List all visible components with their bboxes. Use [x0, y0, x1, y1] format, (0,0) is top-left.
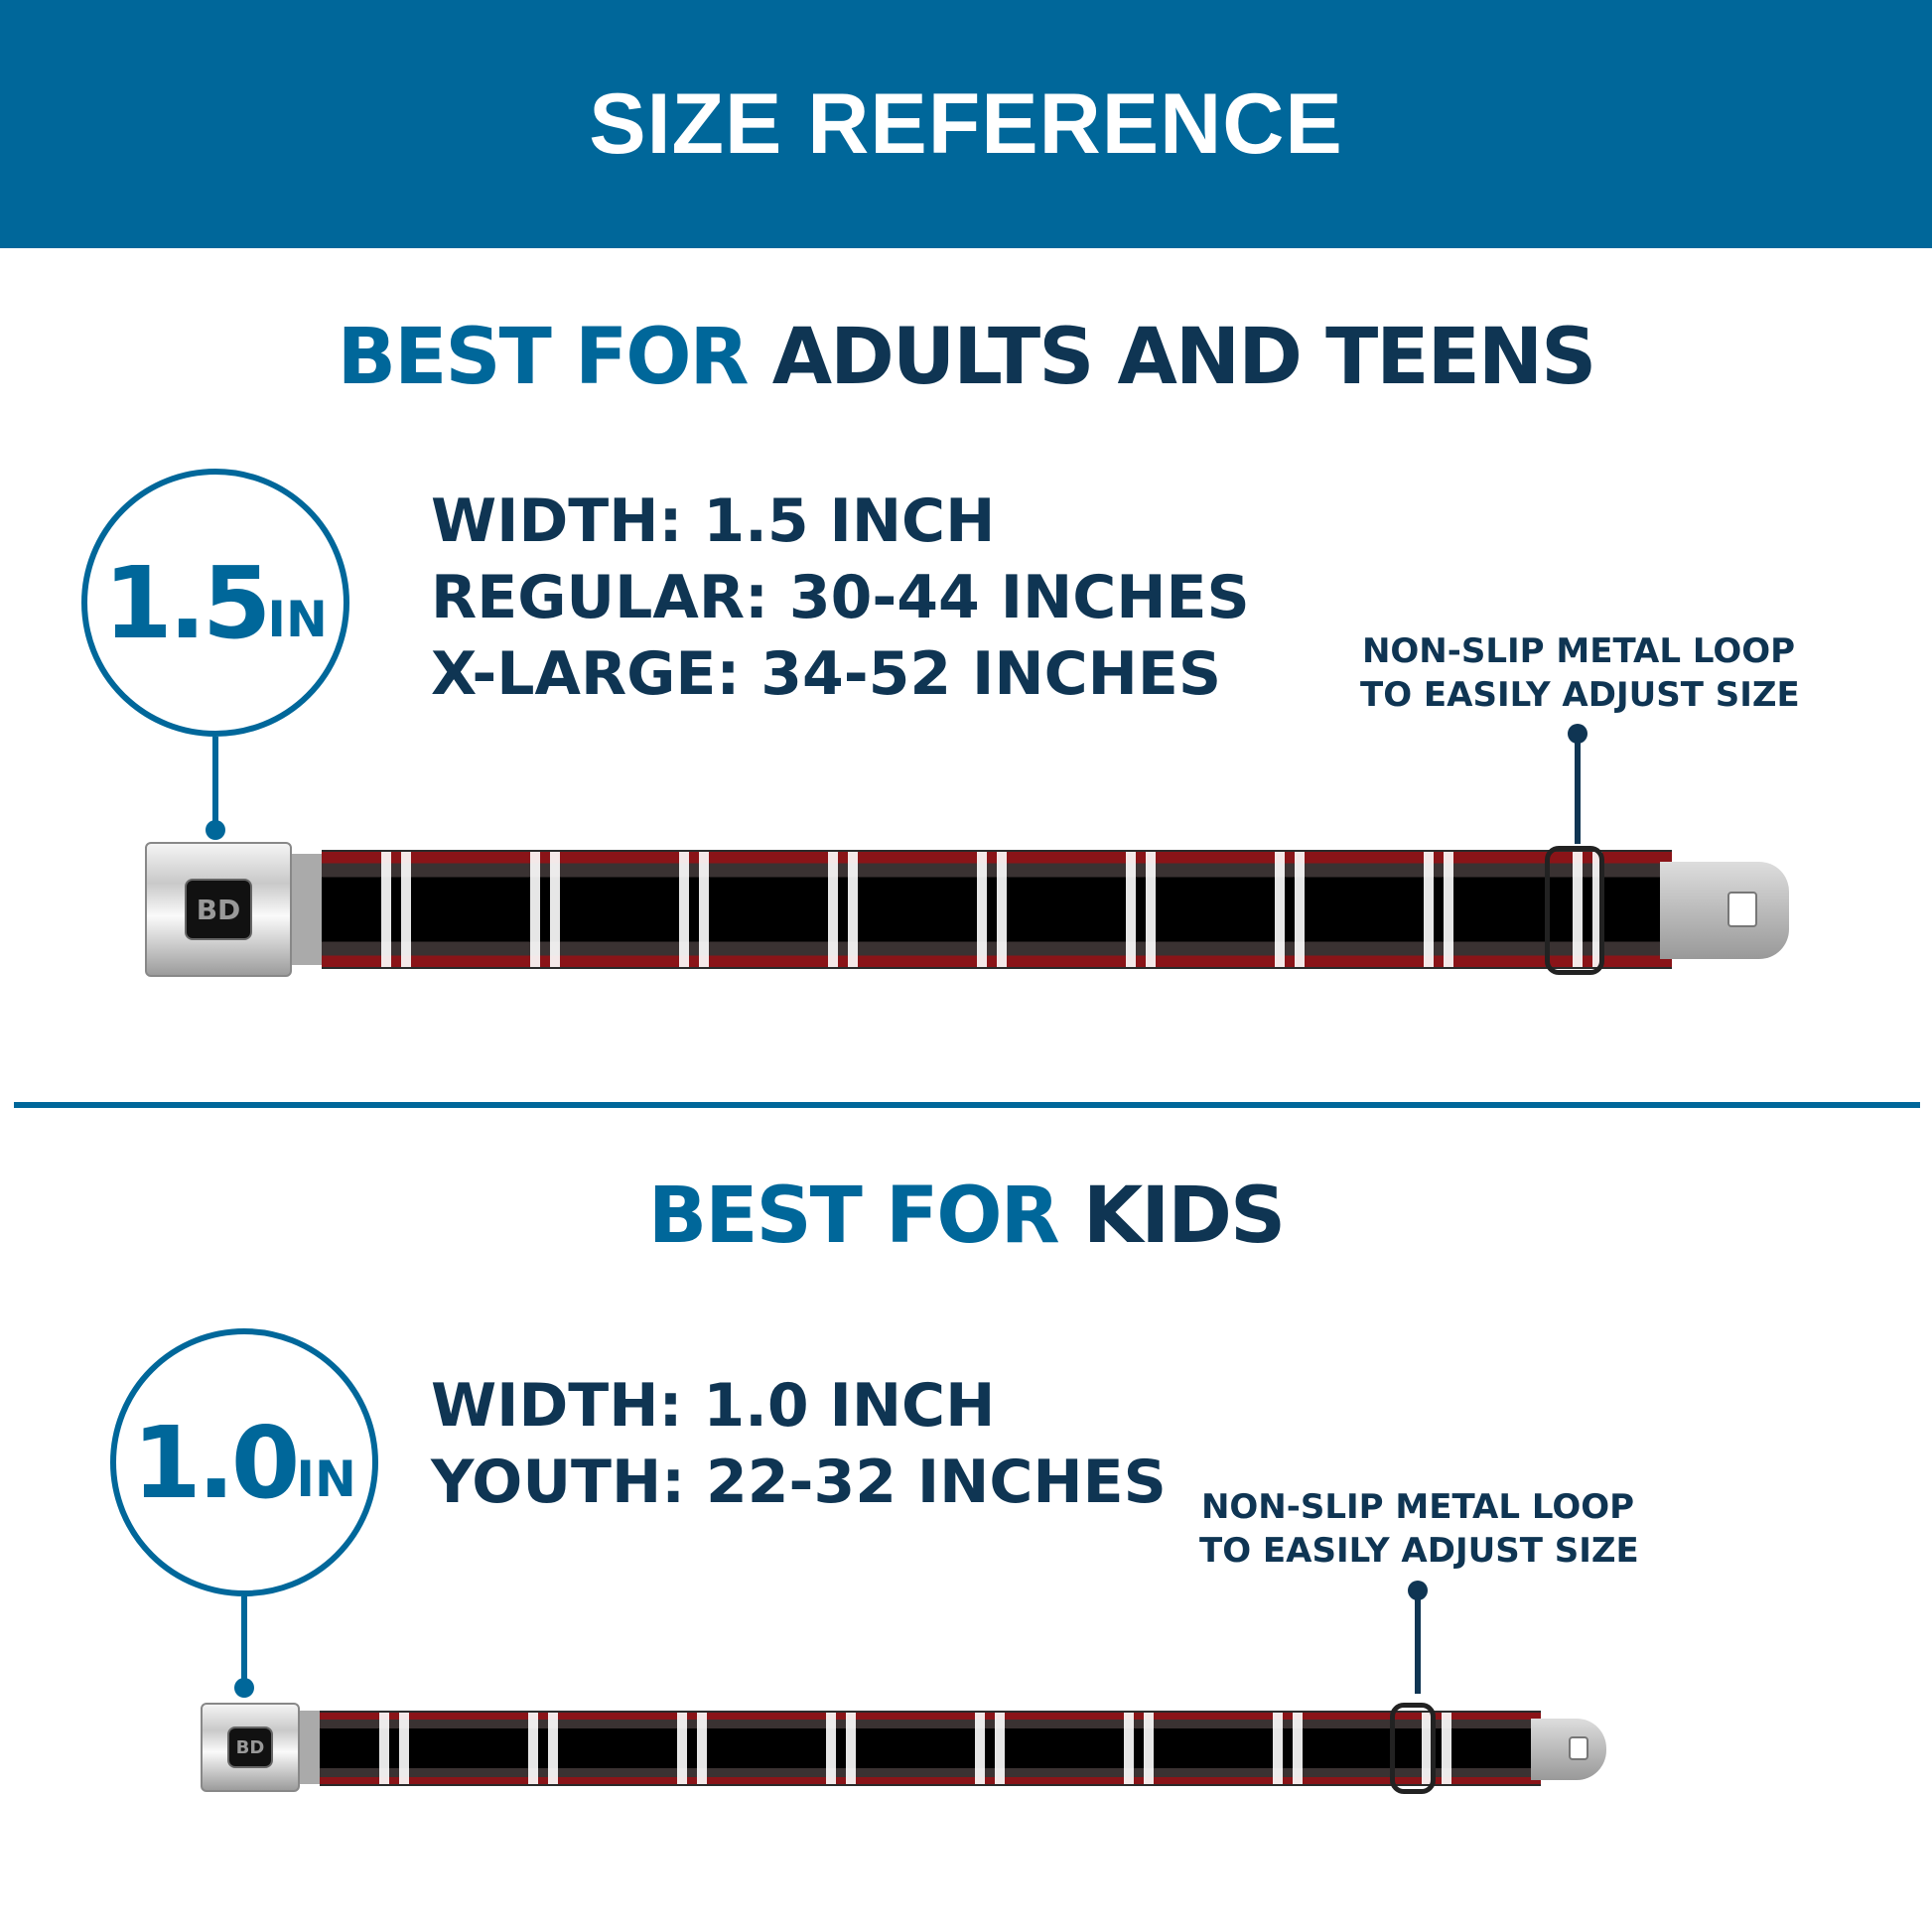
spec-xlarge: X-LARGE: 34-52 INCHES [431, 639, 1222, 709]
section-divider [14, 1102, 1920, 1108]
buckle-hinge [292, 854, 322, 965]
badge-unit: IN [296, 1450, 356, 1508]
adults-heading: BEST FOR ADULTS AND TEENS [0, 313, 1932, 402]
note-line: NON-SLIP METAL LOOP [1361, 631, 1796, 671]
width-badge-kids: 1.0 IN [110, 1328, 378, 1596]
connector-line [241, 1596, 247, 1688]
connector-dot [234, 1678, 254, 1698]
page-title: SIZE REFERENCE [589, 75, 1343, 172]
badge-number: 1.0 [132, 1404, 300, 1521]
spec-youth: YOUTH: 22-32 INCHES [431, 1448, 1167, 1517]
tongue-tab [1660, 862, 1789, 959]
note-line: TO EASILY ADJUST SIZE [1360, 675, 1800, 715]
note-line: TO EASILY ADJUST SIZE [1199, 1531, 1639, 1571]
width-badge-adult: 1.5 IN [81, 469, 349, 737]
metal-loop [1390, 1703, 1436, 1794]
metal-loop-note: NON-SLIP METAL LOOP TO EASILY ADJUST SIZ… [1199, 1485, 1639, 1573]
kids-specs: WIDTH: 1.0 INCH YOUTH: 22-32 INCHES [431, 1368, 1167, 1521]
note-line-pointer [1575, 730, 1581, 844]
adult-belt-image: BD [145, 842, 1793, 981]
bd-logo: BD [227, 1726, 273, 1768]
strap [322, 850, 1672, 969]
note-line: NON-SLIP METAL LOOP [1200, 1487, 1635, 1527]
header-banner: SIZE REFERENCE [0, 0, 1932, 248]
connector-line [212, 737, 218, 828]
heading-accent: BEST FOR [647, 1172, 1060, 1261]
bd-logo: BD [185, 879, 252, 940]
buckle-hinge [300, 1711, 320, 1784]
connector-dot [206, 820, 225, 840]
spec-width: WIDTH: 1.0 INCH [431, 1371, 996, 1441]
strap [320, 1711, 1541, 1786]
heading-accent: BEST FOR [337, 313, 750, 402]
badge-number: 1.5 [103, 544, 271, 661]
note-line-pointer [1415, 1587, 1421, 1694]
kids-heading: BEST FOR KIDS [0, 1172, 1932, 1261]
spec-width: WIDTH: 1.5 INCH [431, 486, 996, 556]
badge-unit: IN [267, 591, 328, 648]
tongue-tab [1531, 1719, 1606, 1780]
buckle: BD [145, 842, 292, 977]
buckle: BD [201, 1703, 300, 1792]
metal-loop [1545, 846, 1604, 975]
kids-belt-image: BD [201, 1703, 1610, 1797]
heading-main: KIDS [1082, 1172, 1286, 1261]
metal-loop-note: NON-SLIP METAL LOOP TO EASILY ADJUST SIZ… [1360, 629, 1800, 717]
spec-regular: REGULAR: 30-44 INCHES [431, 563, 1250, 632]
heading-main: ADULTS AND TEENS [771, 313, 1597, 402]
adult-specs: WIDTH: 1.5 INCH REGULAR: 30-44 INCHES X-… [431, 483, 1250, 713]
